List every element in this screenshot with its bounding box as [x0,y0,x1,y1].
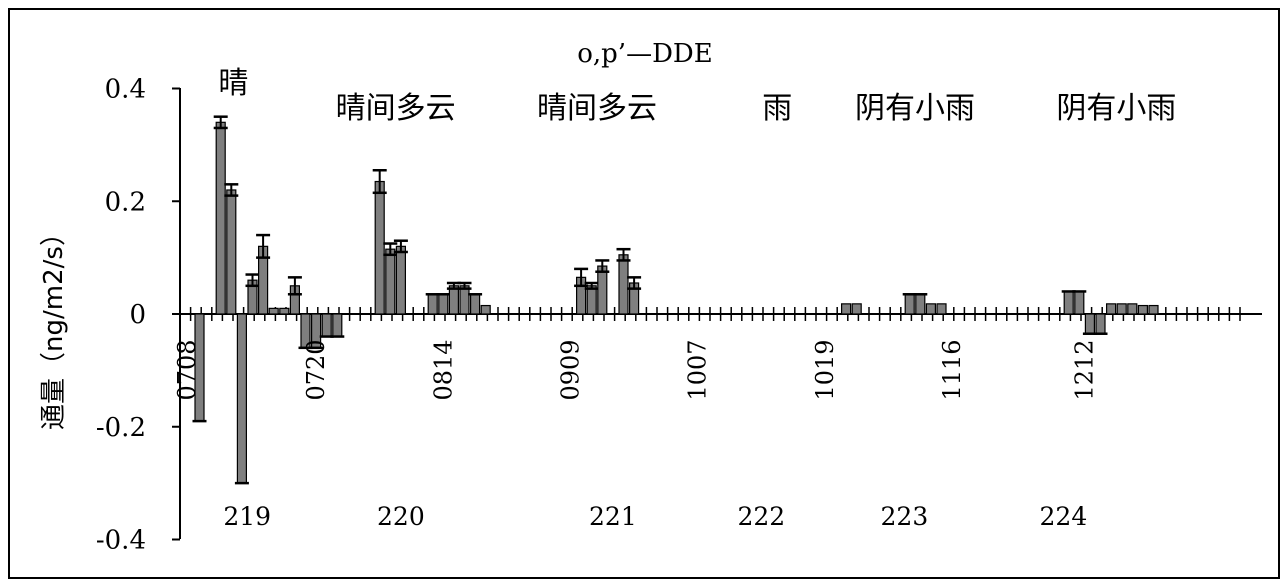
y-tick-label: -0.4 [96,526,146,556]
date-label: 0814 [429,339,457,400]
weather-label: 阴有小雨 [855,91,975,126]
bar [438,293,449,315]
group-label: 222 [737,502,785,531]
bar [1084,313,1096,335]
group-label: 223 [881,502,929,531]
chart-title: o,p’—DDE [577,39,713,69]
bar [618,254,629,315]
bar [374,180,385,315]
bar [586,285,597,315]
date-label: 0708 [173,339,201,400]
bar [470,293,481,315]
bar [1105,303,1117,315]
bar [332,313,343,338]
bar [597,265,608,315]
date-label: 1007 [684,339,712,400]
bar [1148,304,1159,315]
bar [936,303,947,315]
y-tick-label: 0.2 [105,187,146,217]
bar [236,313,247,484]
bar [915,293,926,315]
bar [1095,313,1106,335]
bar [925,303,937,315]
group-label: 221 [589,502,637,531]
bar [480,304,491,315]
bar [268,307,279,315]
bar [215,121,226,315]
y-axis-label: 通量（ng/m2/s） [39,220,69,430]
bar [1127,303,1138,315]
date-label: 1116 [938,339,966,400]
bar [1116,303,1127,315]
bar [840,303,852,315]
bar [448,285,459,315]
weather-label: 晴间多云 [336,91,456,126]
group-label: 220 [377,502,425,531]
group-label: 224 [1040,502,1088,531]
bar [385,248,396,315]
weather-label: 晴间多云 [537,91,657,126]
weather-label: 晴 [218,66,248,101]
bar [395,245,406,315]
y-tick-label: 0 [129,300,146,330]
bar [851,303,862,315]
date-label: 0909 [557,339,585,400]
bar [1074,290,1085,315]
bar [427,293,438,315]
bar [279,307,290,315]
bar [1063,290,1074,315]
date-label: 0720 [302,339,330,400]
bar [904,293,915,315]
date-label: 1212 [1071,339,1099,400]
weather-label: 阴有小雨 [1056,91,1176,126]
bar [226,189,237,315]
bar [1137,304,1149,315]
group-label: 219 [223,502,271,531]
bar [459,285,470,315]
weather-label: 雨 [762,91,792,126]
date-label: 1019 [811,339,839,400]
bar [321,313,332,338]
y-tick-label: -0.2 [96,413,146,443]
y-tick-label: 0.4 [105,75,146,105]
